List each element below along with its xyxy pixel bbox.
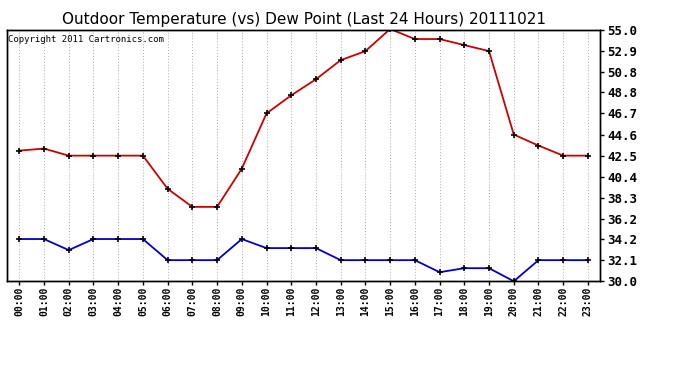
Text: Copyright 2011 Cartronics.com: Copyright 2011 Cartronics.com [8, 35, 164, 44]
Title: Outdoor Temperature (vs) Dew Point (Last 24 Hours) 20111021: Outdoor Temperature (vs) Dew Point (Last… [61, 12, 546, 27]
